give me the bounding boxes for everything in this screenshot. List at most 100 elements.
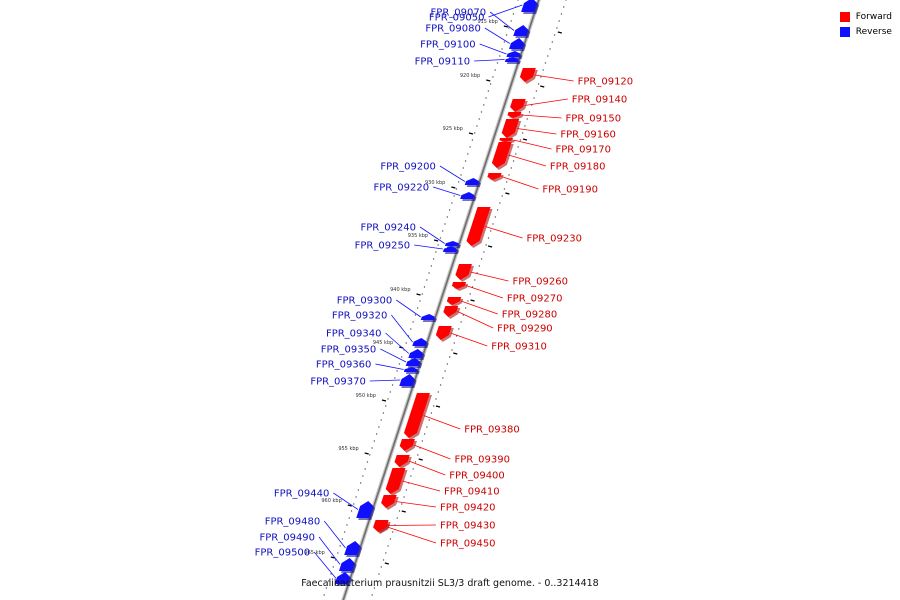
tick-label: 935 kbp bbox=[408, 233, 428, 239]
guide-dot bbox=[417, 454, 419, 456]
gene-label-fpr_09310: FPR_09310 bbox=[491, 342, 547, 353]
gene-label-fpr_09080: FPR_09080 bbox=[425, 24, 481, 35]
guide-dot bbox=[362, 475, 364, 477]
guide-dot bbox=[494, 69, 496, 71]
guide-dot bbox=[448, 209, 451, 211]
guide-dot bbox=[542, 69, 544, 71]
guide-dot bbox=[369, 454, 371, 456]
gene-label-fpr_09190: FPR_09190 bbox=[542, 185, 598, 196]
guide-dot bbox=[483, 251, 485, 253]
guide-dot bbox=[505, 34, 508, 36]
leader-line bbox=[375, 363, 404, 370]
leader-line bbox=[318, 536, 341, 565]
guide-dot bbox=[526, 118, 528, 120]
guide-dot bbox=[480, 111, 483, 113]
guide-dot bbox=[458, 328, 460, 330]
gene-label-fpr_09050: FPR_09050 bbox=[429, 13, 485, 24]
gene-label-fpr_09290: FPR_09290 bbox=[497, 324, 553, 335]
leader-line bbox=[333, 492, 359, 510]
guide-dot bbox=[510, 20, 512, 22]
guide-dot bbox=[499, 202, 501, 204]
guide-dot bbox=[373, 440, 376, 442]
gene-arrow-fpr_09180 bbox=[491, 142, 512, 168]
gene-arrow-fpr_09230 bbox=[466, 207, 491, 246]
gene-label-fpr_09100: FPR_09100 bbox=[420, 40, 476, 51]
gene-arrow-fpr_09310 bbox=[435, 326, 452, 340]
reverse-swatch bbox=[839, 26, 850, 37]
gene-label-fpr_09320: FPR_09320 bbox=[332, 311, 388, 322]
gene-label-fpr_09260: FPR_09260 bbox=[512, 277, 568, 288]
guide-dot bbox=[339, 545, 341, 547]
gene-label-fpr_09200: FPR_09200 bbox=[380, 162, 436, 173]
guide-dot bbox=[432, 258, 435, 260]
guide-dot bbox=[478, 118, 480, 120]
guide-dot bbox=[412, 468, 414, 470]
guide-dot bbox=[414, 461, 417, 463]
guide-dot bbox=[446, 363, 449, 365]
gene-arrow-fpr_09080 bbox=[509, 38, 525, 49]
guide-dot bbox=[416, 307, 419, 309]
leader-line bbox=[419, 226, 445, 244]
leader-line bbox=[524, 98, 568, 106]
guide-dot bbox=[533, 97, 535, 99]
gene-arrow-fpr_09070 bbox=[513, 25, 529, 36]
leader-line bbox=[380, 348, 407, 363]
tick-mark-right bbox=[557, 31, 563, 34]
gene-label-fpr_09360: FPR_09360 bbox=[316, 360, 372, 371]
guide-dot bbox=[473, 132, 476, 134]
guide-dot bbox=[501, 48, 503, 50]
guide-dot bbox=[476, 125, 478, 127]
guide-dot bbox=[375, 433, 378, 435]
guide-dot bbox=[469, 146, 471, 148]
leader-line bbox=[402, 480, 441, 492]
guide-dot bbox=[462, 167, 464, 169]
gene-label-fpr_09250: FPR_09250 bbox=[355, 241, 411, 252]
guide-dot bbox=[385, 552, 387, 554]
guide-dot bbox=[435, 251, 437, 253]
tick-label: 940 kbp bbox=[390, 287, 410, 293]
guide-dot bbox=[428, 419, 430, 421]
gene-label-fpr_09160: FPR_09160 bbox=[560, 130, 616, 141]
gene-label-fpr_09480: FPR_09480 bbox=[265, 517, 321, 528]
gene-arrow-fpr_09420 bbox=[381, 495, 397, 508]
leader-line bbox=[385, 332, 410, 354]
gene-label-fpr_09300: FPR_09300 bbox=[337, 296, 393, 307]
leader-lines bbox=[313, 4, 574, 579]
leader-line bbox=[387, 526, 437, 544]
guide-dot bbox=[478, 265, 481, 267]
tick-marks: 915 kbp 920 kbp 925 kbp 930 kbp 935 kbp 940 k… bbox=[304, 19, 563, 565]
gene-arrow-fpr_09450 bbox=[373, 522, 388, 532]
gene-label-fpr_09390: FPR_09390 bbox=[454, 455, 510, 466]
leader-line bbox=[488, 4, 523, 18]
leader-line bbox=[439, 165, 466, 182]
guide-dot bbox=[483, 104, 485, 106]
guide-dot bbox=[394, 377, 396, 379]
guide-dot bbox=[389, 391, 391, 393]
guide-dot bbox=[556, 27, 558, 29]
guide-dot bbox=[426, 426, 428, 428]
gene-arrow-fpr_09390 bbox=[399, 439, 415, 451]
tick-mark-right bbox=[522, 138, 528, 141]
gene-label-fpr_09450: FPR_09450 bbox=[440, 539, 496, 550]
tick-mark-left bbox=[503, 25, 509, 28]
guide-dot bbox=[501, 195, 503, 197]
guide-dot bbox=[435, 398, 437, 400]
guide-dot bbox=[376, 580, 378, 582]
guide-dot bbox=[512, 13, 515, 15]
guide-dot bbox=[553, 34, 556, 36]
guide-dot bbox=[382, 412, 385, 414]
gene-arrow-fpr_09110 bbox=[504, 57, 519, 62]
guide-dot bbox=[405, 489, 408, 491]
guide-dot bbox=[558, 20, 560, 22]
tick-mark-left bbox=[330, 556, 336, 559]
guide-dot bbox=[387, 545, 389, 547]
guide-dot bbox=[343, 531, 346, 533]
tick-mark-right bbox=[487, 245, 493, 248]
guide-dot bbox=[380, 566, 382, 568]
gene-arrow-fpr_09380 bbox=[403, 393, 430, 438]
guide-dot bbox=[528, 111, 531, 113]
guide-dot bbox=[508, 174, 510, 176]
gene-arrow-fpr_09190 bbox=[487, 173, 502, 180]
gene-label-fpr_09370: FPR_09370 bbox=[310, 377, 366, 388]
leader-line bbox=[489, 11, 515, 31]
